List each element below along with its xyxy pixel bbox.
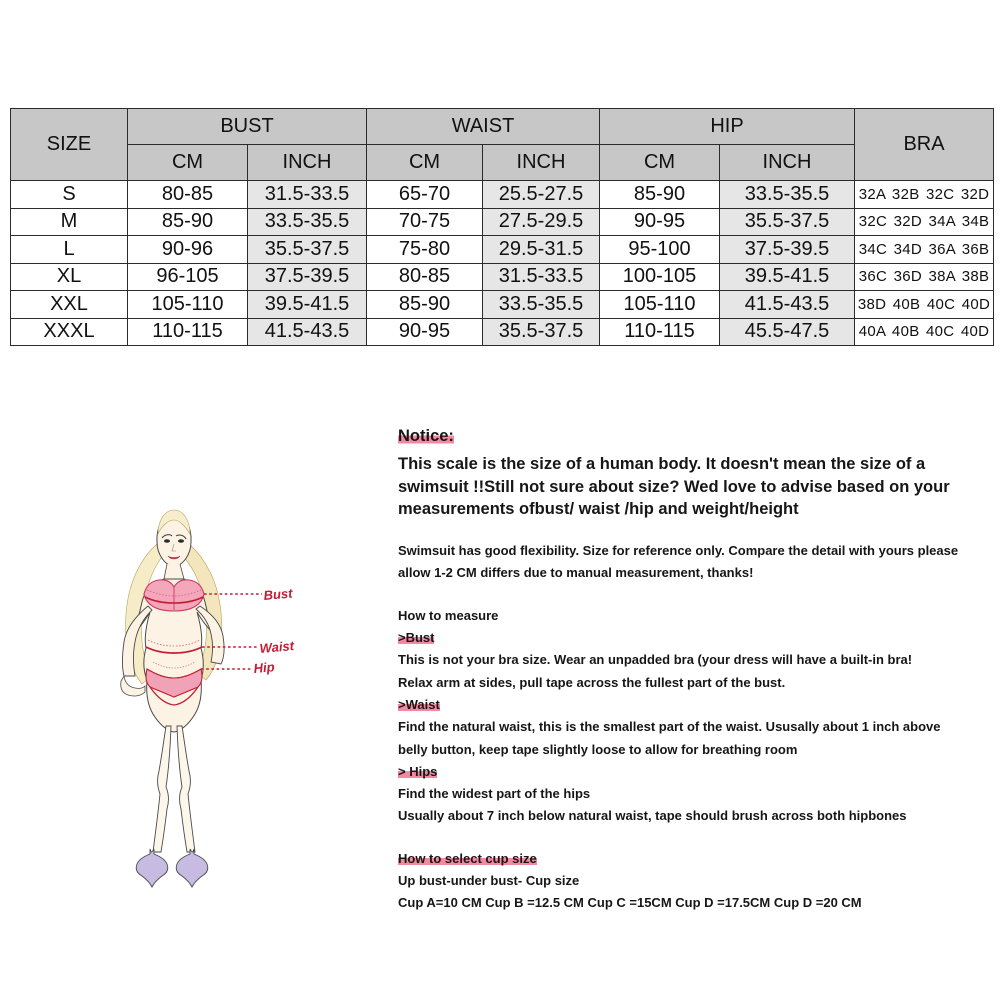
svg-text:Waist: Waist: [259, 638, 295, 656]
svg-text:Hip: Hip: [253, 659, 275, 676]
svg-text:Bust: Bust: [263, 585, 294, 603]
